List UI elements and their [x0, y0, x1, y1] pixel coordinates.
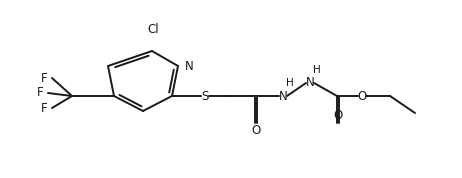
Text: O: O [251, 124, 261, 137]
Text: H: H [286, 78, 294, 88]
Text: H: H [313, 65, 321, 75]
Text: F: F [40, 72, 47, 85]
Text: O: O [358, 90, 367, 103]
Text: F: F [36, 87, 43, 100]
Text: S: S [201, 90, 209, 103]
Text: N: N [185, 59, 194, 72]
Text: O: O [334, 109, 343, 122]
Text: Cl: Cl [147, 23, 159, 36]
Text: F: F [40, 101, 47, 114]
Text: N: N [306, 77, 314, 90]
Text: N: N [279, 90, 287, 103]
